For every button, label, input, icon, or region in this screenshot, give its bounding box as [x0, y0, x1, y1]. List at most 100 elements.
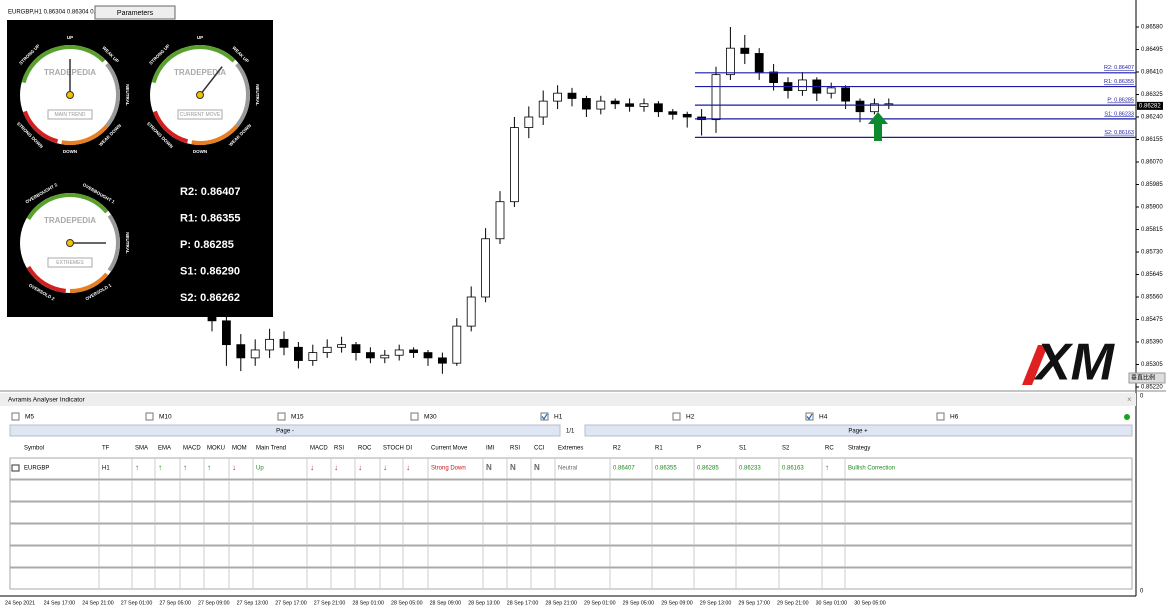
price-tick-label: 0.85815 — [1141, 227, 1163, 233]
gauge-brand: TRADEPEDIA — [44, 216, 96, 225]
candle-body — [870, 103, 879, 113]
page-prev-label[interactable]: Page - — [276, 429, 294, 435]
cell: 0.86163 — [782, 466, 804, 472]
checkbox[interactable] — [410, 412, 419, 421]
level-text: R2: 0.86407 — [180, 186, 241, 198]
time-label: 24 Sep 17:00 — [44, 600, 76, 606]
level-text: P: 0.86285 — [180, 239, 234, 251]
scale-button[interactable] — [1128, 372, 1166, 384]
candle-body — [423, 352, 433, 359]
candle-body — [769, 71, 778, 83]
table-row — [9, 479, 1133, 502]
time-label: 28 Sep 05:00 — [391, 600, 423, 606]
checkbox[interactable] — [805, 412, 814, 421]
column-header: S1 — [739, 446, 747, 452]
candle-body — [495, 201, 505, 240]
column-header: Current Move — [431, 446, 468, 452]
time-label: 24 Sep 2021 — [5, 600, 35, 606]
candle-body — [466, 296, 476, 327]
candle-body — [351, 344, 361, 353]
cell: ↑ — [825, 463, 829, 472]
gauge-arc — [235, 62, 250, 128]
column-header: R2 — [613, 446, 621, 452]
timeframe-label: H2 — [686, 414, 695, 421]
column-header: DI — [406, 446, 412, 452]
cell: Neutral — [558, 466, 577, 472]
current-price-box — [1137, 101, 1163, 110]
axis-zero: 0 — [1140, 589, 1144, 595]
candle-body — [639, 103, 649, 107]
column-header: EMA — [158, 446, 171, 452]
row-icon — [11, 464, 20, 472]
candle-body — [509, 127, 519, 203]
logo: XM — [1033, 334, 1116, 392]
candle-body — [654, 103, 663, 113]
gauge-arc — [69, 272, 109, 293]
column-header: S2 — [782, 446, 790, 452]
page-next-button[interactable] — [584, 424, 1133, 437]
cell: N — [510, 463, 516, 472]
candle-body — [553, 92, 562, 102]
checkbox[interactable] — [936, 412, 945, 421]
price-tick-label: 0.85390 — [1141, 340, 1163, 346]
cell: ↑ — [183, 463, 187, 472]
gauge-arc — [153, 110, 189, 144]
column-header: RSI — [510, 446, 520, 452]
candle-body — [582, 98, 591, 110]
column-header: IMI — [486, 446, 495, 452]
candle-body — [293, 346, 303, 361]
candle-body — [452, 325, 462, 364]
candle-body — [567, 92, 577, 99]
candle-body — [337, 344, 347, 348]
scale-button-label[interactable]: 垂直比例 — [1131, 374, 1155, 382]
gauge-title: EXTREMES — [56, 260, 84, 266]
level-text: S1: 0.86290 — [180, 265, 240, 277]
time-label: 28 Sep 13:00 — [468, 600, 500, 606]
column-header: TF — [102, 446, 110, 452]
symbol-info: EURGBP,H1 0.86304 0.86304 0.8628 — [8, 10, 109, 16]
gauge-arc — [107, 214, 120, 272]
checkbox[interactable] — [672, 412, 681, 421]
gauge-arc — [151, 45, 236, 84]
time-label: 27 Sep 01:00 — [121, 600, 153, 606]
time-label: 29 Sep 05:00 — [623, 600, 655, 606]
cell: ↓ — [232, 463, 236, 472]
price-tick-label: 0.85560 — [1141, 295, 1163, 301]
price-tick-label: 0.86580 — [1141, 25, 1163, 31]
parameters-button[interactable] — [94, 5, 176, 20]
candle-body — [250, 349, 260, 359]
gauge-scale-label: UP — [67, 35, 73, 40]
candle-body — [826, 87, 836, 94]
time-label: 30 Sep 01:00 — [816, 600, 848, 606]
checkbox[interactable] — [11, 412, 20, 421]
page-next-label[interactable]: Page + — [848, 429, 868, 435]
table-row — [9, 457, 1133, 480]
price-tick-label: 0.85900 — [1141, 205, 1163, 211]
candle-body — [798, 79, 807, 91]
price-tick-label: 0.85730 — [1141, 250, 1163, 256]
cell: H1 — [102, 466, 110, 472]
checkbox[interactable] — [277, 412, 286, 421]
table-row — [9, 523, 1133, 546]
gauge-scale-label: NEUTRAL — [125, 232, 130, 254]
checkbox[interactable] — [540, 412, 549, 421]
column-header: RSI — [334, 446, 344, 452]
price-tick-label: 0.86325 — [1141, 92, 1163, 98]
gauge-title: CURRENT MOVE — [180, 112, 221, 118]
gauge-hub — [66, 239, 74, 247]
close-button[interactable]: × — [1127, 395, 1132, 404]
candle-body — [855, 100, 865, 113]
cell: Strong Down — [431, 466, 466, 472]
column-header: RC — [825, 446, 834, 452]
cell: ↓ — [406, 463, 410, 472]
checkbox[interactable] — [145, 412, 154, 421]
timeframe-label: H1 — [554, 414, 563, 421]
gauge-hub — [66, 91, 74, 99]
candle-body — [668, 111, 678, 115]
time-label: 30 Sep 05:00 — [854, 600, 886, 606]
candle-body — [409, 349, 419, 353]
gauge-scale-label: NEUTRAL — [125, 84, 130, 106]
parameters-button-label[interactable]: Parameters — [117, 10, 154, 17]
page-prev-button[interactable] — [9, 424, 561, 437]
gauge-title: MAIN TREND — [54, 112, 85, 118]
